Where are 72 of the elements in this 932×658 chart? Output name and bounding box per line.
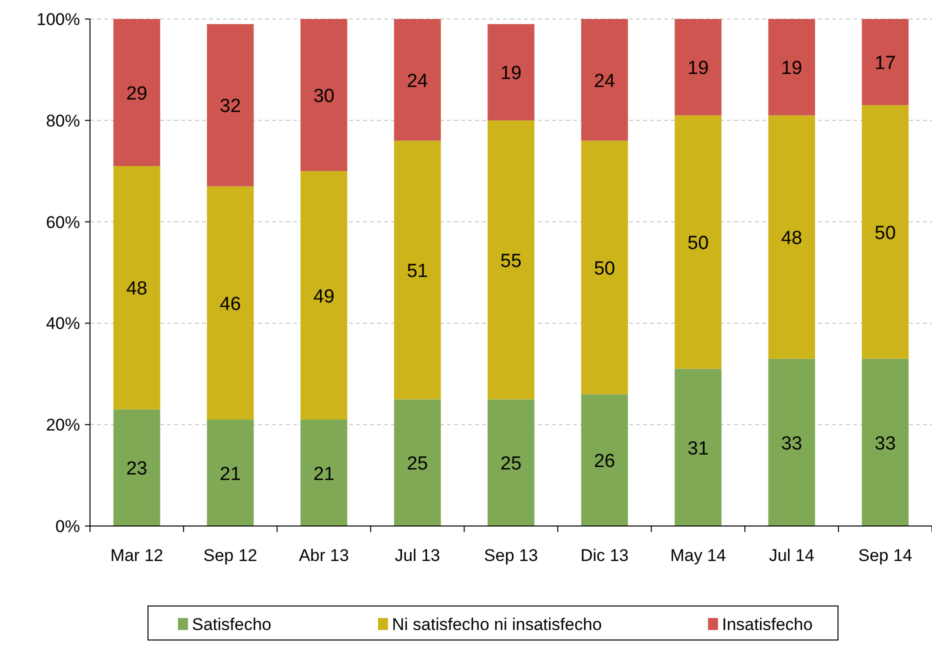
bar [674,115,722,369]
data-label: 23 [126,458,148,480]
y-tick-label: 0% [55,517,80,536]
data-label: 55 [500,250,522,272]
bar [674,19,722,116]
x-tick-label: Abr 13 [298,546,349,565]
bar [394,140,441,400]
bar [206,186,254,420]
data-label: 19 [500,63,522,84]
data-label: 24 [406,70,428,92]
data-label: 32 [220,96,241,118]
bar [488,399,534,526]
data-label: 50 [874,222,896,244]
x-tick-label: Sep 12 [203,546,258,565]
bar [674,368,722,526]
bar [862,358,909,526]
bar [488,120,534,400]
data-label: 19 [781,58,802,80]
data-label: 49 [313,286,334,308]
x-tick-label: Jul 14 [768,546,814,565]
bar [394,19,441,141]
data-label: 17 [874,53,896,74]
bar [768,19,816,116]
data-label: 29 [126,84,148,105]
x-tick-label: Sep 14 [858,546,912,565]
bar [862,105,909,359]
data-label: 25 [500,454,522,475]
bar [300,171,348,420]
data-label: 50 [594,258,616,280]
data-label: 31 [688,438,709,460]
data-label: 51 [406,260,428,282]
x-tick-label: Jul 13 [394,546,440,565]
bar [768,115,816,359]
bar [862,19,909,106]
bar [581,19,628,141]
legend-label: Ni satisfecho ni insatisfecho [392,615,602,634]
data-label: 48 [126,278,148,300]
data-label: 21 [220,464,241,485]
data-label: 46 [220,294,241,315]
bar [768,358,816,526]
x-tick-label: May 14 [670,546,726,565]
bar [394,399,441,526]
data-label: 21 [313,464,334,485]
bar [113,166,160,410]
bar [113,19,160,166]
data-label: 50 [688,233,709,254]
y-tick-label: 20% [46,416,80,435]
x-tick-label: Mar 12 [110,546,164,565]
data-label: 33 [874,433,896,454]
bar [113,409,160,526]
data-label: 33 [781,433,802,454]
data-label: 48 [781,228,802,250]
data-label: 30 [313,86,334,108]
data-label: 25 [406,454,428,475]
bar [300,19,348,172]
data-label: 26 [594,451,616,472]
bar [488,24,534,120]
bar [206,24,254,186]
data-label: 24 [594,70,616,92]
bar [206,420,254,526]
bar [581,140,628,394]
legend-label: Insatisfecho [722,615,813,634]
y-tick-label: 100% [36,10,80,29]
bar [581,394,628,526]
y-tick-label: 80% [46,111,80,130]
data-label: 19 [688,58,709,80]
y-tick-label: 60% [46,212,80,232]
bar [300,420,348,526]
x-tick-label: Dic 13 [580,546,629,565]
legend-label: Satisfecho [192,615,272,634]
y-tick-label: 40% [46,314,80,334]
x-tick-label: Sep 13 [484,546,538,565]
